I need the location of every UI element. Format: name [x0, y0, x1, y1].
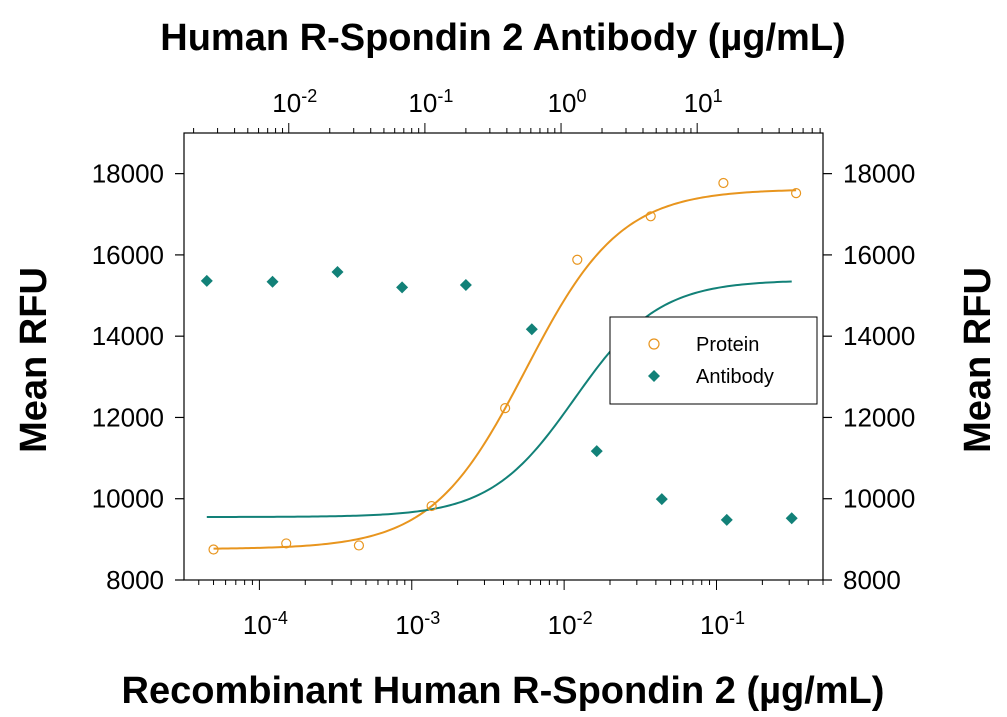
y-tick-label-left: 16000: [92, 240, 164, 270]
y-tick-label-left: 14000: [92, 321, 164, 351]
data-point-protein: [281, 538, 292, 549]
legend-protein-label: Protein: [696, 334, 759, 356]
y-axis-label-left: Mean RFU: [13, 267, 55, 453]
data-point-antibody: [525, 323, 538, 336]
chart-title: Human R-Spondin 2 Antibody (µg/mL): [160, 17, 845, 59]
x-top-tick-label: 10-1: [408, 86, 453, 118]
data-point-antibody: [266, 275, 279, 288]
legend-antibody-marker: [648, 370, 660, 382]
x-tick-label: 10-4: [243, 608, 288, 640]
data-point-antibody: [396, 281, 409, 294]
legend-protein-marker: [648, 338, 660, 350]
data-point-protein: [208, 544, 219, 555]
x-tick-label: 10-1: [700, 608, 745, 640]
data-point-antibody: [200, 274, 213, 287]
fit-curve-antibody: [206, 280, 792, 518]
data-point-protein: [718, 177, 729, 189]
data-points: [200, 177, 802, 555]
y-axis-label-right: Mean RFU: [957, 267, 999, 453]
y-tick-label-left: 10000: [92, 484, 164, 514]
x-top-tick-label: 101: [684, 86, 723, 118]
data-point-protein: [572, 254, 583, 265]
fit-curve-protein: [213, 189, 797, 550]
data-point-antibody: [720, 513, 733, 526]
y-tick-label-right: 18000: [843, 159, 915, 189]
y-tick-label-left: 18000: [92, 159, 164, 189]
data-point-antibody: [331, 265, 344, 278]
data-point-protein: [353, 540, 365, 551]
legend-antibody-label: Antibody: [696, 366, 774, 388]
data-point-protein: [645, 211, 656, 222]
y-tick-label-right: 10000: [843, 484, 915, 514]
x-tick-label: 10-3: [395, 608, 440, 640]
fit-curves: [206, 189, 797, 550]
data-point-antibody: [459, 278, 472, 291]
x-top-tick-label: 10-2: [272, 86, 317, 118]
data-point-antibody: [655, 493, 668, 506]
y-tick-label-right: 8000: [843, 565, 901, 595]
y-tick-label-right: 16000: [843, 240, 915, 270]
y-tick-label-right: 12000: [843, 402, 915, 432]
legend: Protein Antibody: [609, 316, 818, 405]
data-point-antibody: [590, 445, 603, 458]
y-tick-label-right: 14000: [843, 321, 915, 351]
x-tick-label: 10-2: [548, 608, 593, 640]
data-point-protein: [791, 188, 802, 199]
legend-box: [609, 316, 818, 405]
data-point-protein: [500, 403, 511, 414]
y-tick-label-left: 12000: [92, 402, 164, 432]
x-axis-label: Recombinant Human R-Spondin 2 (µg/mL): [122, 670, 885, 712]
data-point-antibody: [785, 512, 798, 525]
data-point-protein: [426, 500, 437, 512]
axis-ticks: 8000 8000 10000 10000 12000 12000 14000 14000 16…: [92, 86, 916, 640]
x-top-tick-label: 100: [548, 86, 587, 118]
y-tick-label-left: 8000: [106, 565, 164, 595]
